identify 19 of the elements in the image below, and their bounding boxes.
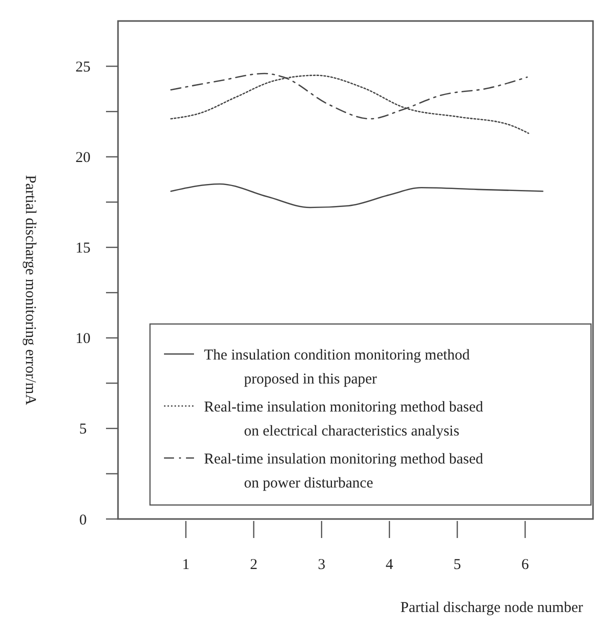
y-tick-label: 15 [76, 240, 90, 257]
legend-label: The insulation condition monitoring method proposed in this paper [204, 347, 470, 388]
y-tick-label: 5 [79, 422, 87, 438]
legend-label: Real-time insulation monitoring method based on electrical characteristics analysis [204, 399, 484, 440]
legend-label: Real-time insulation monitoring method based on power disturbance [204, 451, 484, 492]
x-tick-label: 2 [250, 557, 258, 573]
line-series [170, 183, 544, 208]
x-tick-label: 5 [454, 557, 462, 573]
y-tick-label: 25 [76, 60, 90, 76]
x-tick-label: 3 [318, 557, 326, 573]
x-axis-title: Partial discharge node number [400, 600, 583, 616]
y-tick-label: 0 [79, 512, 87, 528]
x-tick-label: 6 [521, 557, 530, 573]
line-series [170, 74, 530, 134]
y-tick-label: 20 [76, 150, 90, 166]
x-tick-label: 4 [386, 557, 394, 573]
y-tick-label: 10 [76, 331, 90, 348]
y-axis-title: Partial discharge monitoring error/mA [22, 174, 38, 406]
x-tick-label: 1 [182, 557, 190, 573]
